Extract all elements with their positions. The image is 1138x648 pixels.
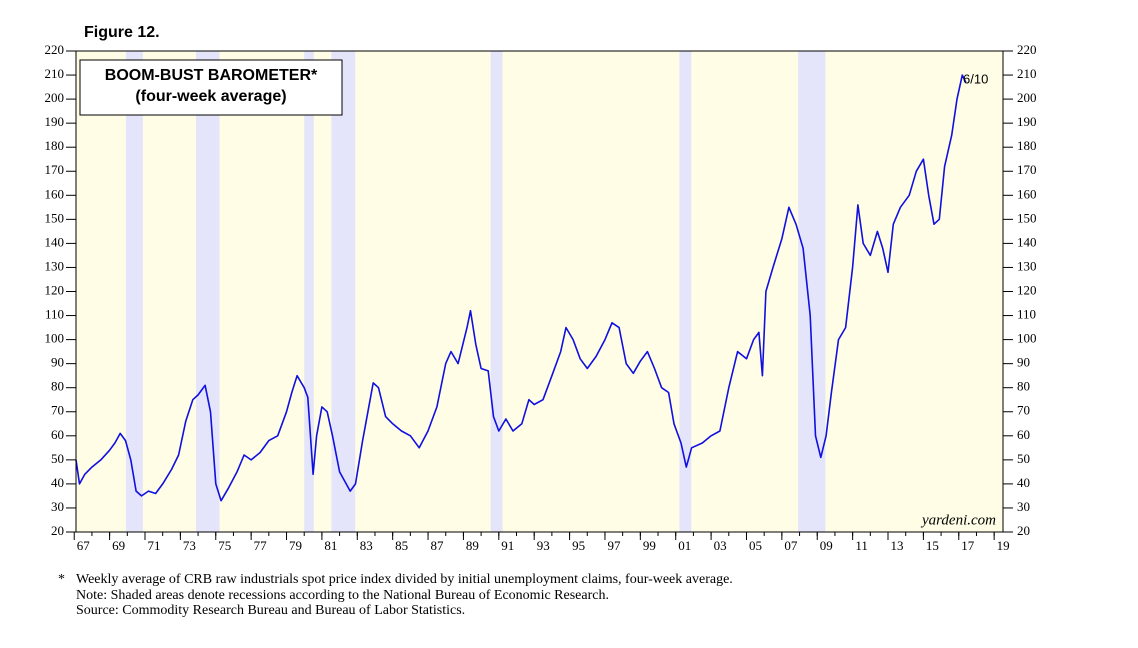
y-tick-label: 110 [45, 307, 64, 322]
figure-label: Figure 12. [84, 24, 160, 41]
recession-band [304, 51, 314, 532]
y-tick-label: 180 [45, 138, 65, 153]
y2-tick-label: 180 [1017, 138, 1037, 153]
footnote: Note: Shaded areas denote recessions acc… [76, 588, 609, 603]
x-tick-label: 97 [607, 538, 621, 553]
y2-tick-label: 40 [1017, 475, 1030, 490]
y2-tick-label: 80 [1017, 379, 1030, 394]
plot-background [76, 51, 1003, 532]
y2-tick-label: 140 [1017, 234, 1037, 249]
y2-tick-label: 210 [1017, 66, 1037, 81]
recession-band [331, 51, 356, 532]
y-tick-label: 100 [45, 331, 65, 346]
annotation: 6/10 [963, 71, 988, 86]
recession-band [798, 51, 826, 532]
recession-band [125, 51, 143, 532]
y2-tick-label: 60 [1017, 427, 1030, 442]
y2-tick-label: 150 [1017, 210, 1037, 225]
x-tick-label: 69 [112, 538, 125, 553]
chart-title: BOOM-BUST BAROMETER* [105, 67, 318, 84]
y-tick-label: 140 [45, 234, 65, 249]
x-tick-label: 71 [147, 538, 160, 553]
y-tick-label: 60 [51, 427, 64, 442]
x-tick-label: 17 [961, 538, 975, 553]
y-tick-label: 70 [51, 403, 64, 418]
x-tick-label: 75 [218, 538, 231, 553]
x-tick-label: 13 [891, 538, 904, 553]
y2-tick-label: 130 [1017, 258, 1037, 273]
recession-band [679, 51, 692, 532]
y-tick-label: 150 [45, 210, 65, 225]
x-tick-label: 15 [926, 538, 939, 553]
x-tick-label: 05 [749, 538, 762, 553]
data-line [75, 74, 967, 502]
y2-tick-label: 190 [1017, 114, 1037, 129]
recession-band [195, 51, 220, 532]
y-tick-label: 50 [51, 451, 64, 466]
y-tick-label: 130 [45, 258, 65, 273]
y-tick-label: 160 [45, 186, 65, 201]
y-tick-label: 170 [45, 162, 65, 177]
x-tick-label: 19 [997, 538, 1010, 553]
y-tick-label: 40 [51, 475, 64, 490]
x-tick-label: 01 [678, 538, 691, 553]
footnote: Source: Commodity Research Bureau and Bu… [76, 603, 465, 618]
y2-tick-label: 30 [1017, 499, 1030, 514]
x-tick-label: 95 [572, 538, 585, 553]
y2-tick-label: 220 [1017, 42, 1037, 57]
y2-tick-label: 160 [1017, 186, 1037, 201]
x-tick-label: 91 [501, 538, 514, 553]
x-tick-label: 73 [183, 538, 196, 553]
x-tick-label: 99 [643, 538, 656, 553]
x-tick-label: 87 [431, 538, 445, 553]
footnote: Weekly average of CRB raw industrials sp… [76, 572, 733, 587]
x-tick-label: 85 [395, 538, 408, 553]
y-tick-label: 20 [51, 523, 64, 538]
y-tick-label: 220 [45, 42, 65, 57]
x-tick-label: 09 [820, 538, 833, 553]
y2-tick-label: 110 [1017, 307, 1036, 322]
x-tick-label: 11 [855, 538, 868, 553]
plot-frame [75, 50, 1004, 533]
x-tick-label: 03 [714, 538, 727, 553]
x-tick-label: 83 [360, 538, 373, 553]
y-tick-label: 90 [51, 355, 64, 370]
x-tick-label: 79 [289, 538, 302, 553]
y-tick-label: 200 [45, 90, 65, 105]
footnote-marker: * [58, 572, 65, 587]
x-tick-label: 93 [537, 538, 550, 553]
x-tick-label: 89 [466, 538, 479, 553]
y2-tick-label: 70 [1017, 403, 1030, 418]
title-box [79, 59, 343, 116]
x-tick-label: 77 [254, 538, 268, 553]
y-tick-label: 30 [51, 499, 64, 514]
y-tick-label: 80 [51, 379, 64, 394]
x-tick-label: 67 [77, 538, 91, 553]
y-tick-label: 210 [45, 66, 65, 81]
x-tick-label: 81 [324, 538, 337, 553]
x-tick-label: 07 [784, 538, 798, 553]
source-mark: yardeni.com [920, 512, 996, 528]
y2-tick-label: 90 [1017, 355, 1030, 370]
recession-band [490, 51, 503, 532]
y-tick-label: 190 [45, 114, 65, 129]
y2-tick-label: 120 [1017, 282, 1037, 297]
y2-tick-label: 100 [1017, 331, 1037, 346]
y-tick-label: 120 [45, 282, 65, 297]
chart-subtitle: (four-week average) [135, 88, 286, 105]
y2-tick-label: 200 [1017, 90, 1037, 105]
plot-area: 20 20 30 30 40 40 50 50 60 60 70 70 80 80 90 90 100 100 11… [45, 42, 1037, 553]
y2-tick-label: 170 [1017, 162, 1037, 177]
y2-tick-label: 20 [1017, 523, 1030, 538]
y2-tick-label: 50 [1017, 451, 1030, 466]
